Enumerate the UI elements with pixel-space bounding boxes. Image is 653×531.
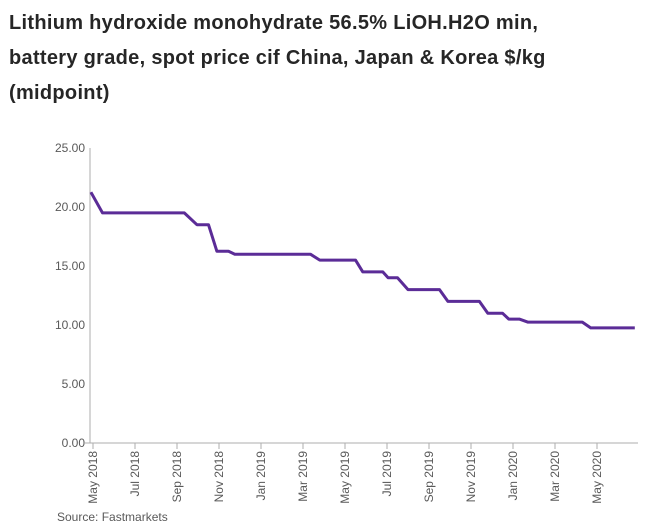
x-tick-label: Jan 2019: [254, 451, 268, 501]
x-tick-label: Nov 2019: [464, 451, 478, 503]
x-tick-label: Sep 2019: [422, 451, 436, 503]
x-tick-label: Jan 2020: [506, 451, 520, 501]
y-tick-label: 20.00: [55, 200, 85, 214]
x-tick-label: May 2019: [338, 451, 352, 504]
x-tick-label: Sep 2018: [170, 451, 184, 503]
x-tick-label: Nov 2018: [212, 451, 226, 503]
source-label: Source: Fastmarkets: [57, 510, 168, 524]
y-tick-label: 25.00: [55, 141, 85, 155]
chart-title-line-3: (midpoint): [9, 82, 110, 104]
x-tick-label: Jul 2019: [380, 451, 394, 497]
y-tick-label: 0.00: [62, 436, 86, 450]
x-tick-label: Jul 2018: [128, 451, 142, 497]
chart-title-line-1: Lithium hydroxide monohydrate 56.5% LiOH…: [9, 12, 539, 34]
x-tick-label: May 2020: [590, 451, 604, 504]
x-tick-label: Mar 2019: [296, 451, 310, 502]
y-tick-label: 15.00: [55, 259, 85, 273]
price-line: [89, 191, 635, 330]
y-tick-label: 10.00: [55, 318, 85, 332]
x-tick-label: Mar 2020: [548, 451, 562, 502]
y-tick-label: 5.00: [62, 377, 86, 391]
chart-title-line-2: battery grade, spot price cif China, Jap…: [9, 47, 546, 69]
chart-title: Lithium hydroxide monohydrate 56.5% LiOH…: [9, 6, 649, 111]
x-tick-label: May 2018: [86, 451, 100, 504]
